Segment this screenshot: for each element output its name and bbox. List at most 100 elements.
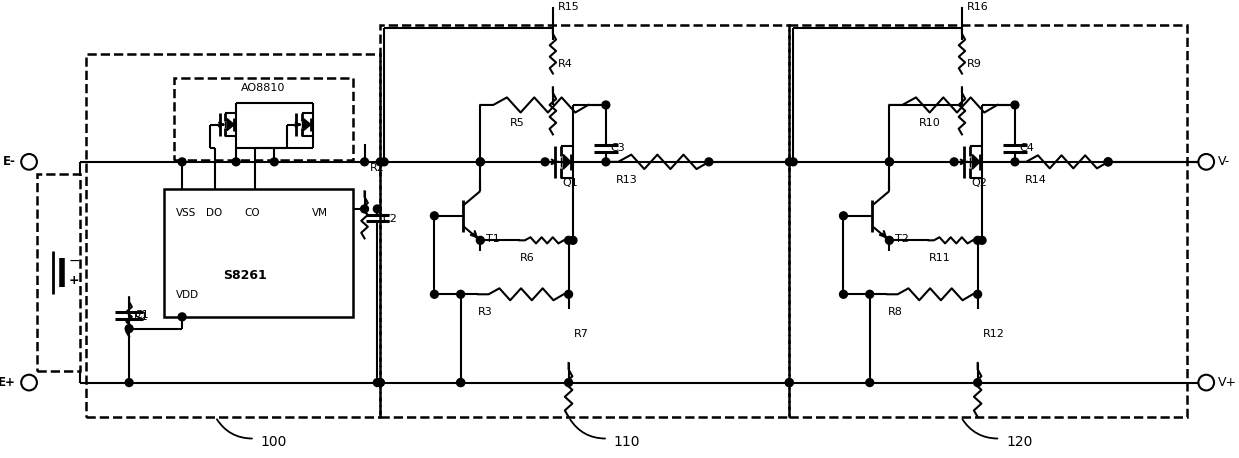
Circle shape — [786, 379, 793, 387]
Circle shape — [978, 236, 986, 244]
Text: 120: 120 — [1006, 436, 1032, 449]
Circle shape — [21, 154, 37, 170]
Text: CO: CO — [245, 208, 260, 218]
Text: R5: R5 — [509, 118, 524, 128]
Circle shape — [476, 158, 484, 166]
Circle shape — [361, 158, 368, 166]
Text: R4: R4 — [558, 59, 572, 69]
Circle shape — [457, 379, 465, 387]
Text: T2: T2 — [895, 234, 909, 244]
Text: R14: R14 — [1025, 174, 1047, 185]
Circle shape — [373, 205, 382, 213]
Text: VM: VM — [311, 208, 327, 218]
Text: C4: C4 — [1020, 143, 1035, 153]
Circle shape — [380, 158, 388, 166]
FancyBboxPatch shape — [165, 189, 353, 317]
Circle shape — [541, 158, 549, 166]
Circle shape — [125, 325, 133, 333]
Circle shape — [361, 205, 368, 213]
Circle shape — [565, 236, 572, 244]
FancyBboxPatch shape — [37, 174, 81, 371]
Text: R2: R2 — [369, 163, 384, 173]
Circle shape — [476, 158, 484, 166]
Circle shape — [565, 379, 572, 387]
Circle shape — [178, 313, 186, 321]
Circle shape — [1198, 154, 1214, 170]
Circle shape — [840, 290, 847, 298]
Circle shape — [789, 158, 797, 166]
Text: C2: C2 — [382, 214, 396, 224]
Text: V-: V- — [1218, 155, 1230, 169]
Text: Q1: Q1 — [563, 178, 579, 187]
Circle shape — [565, 290, 572, 298]
Circle shape — [377, 379, 384, 387]
Circle shape — [270, 158, 279, 166]
Text: T1: T1 — [486, 234, 499, 244]
Text: 100: 100 — [260, 436, 287, 449]
Circle shape — [430, 290, 439, 298]
Circle shape — [705, 158, 712, 166]
Circle shape — [457, 290, 465, 298]
Text: R10: R10 — [919, 118, 940, 128]
Polygon shape — [564, 154, 571, 169]
Text: R16: R16 — [966, 2, 989, 12]
Text: VSS: VSS — [176, 208, 197, 218]
Circle shape — [1011, 158, 1018, 166]
Circle shape — [786, 158, 793, 166]
Circle shape — [476, 236, 484, 244]
Circle shape — [232, 158, 240, 166]
Text: +: + — [68, 274, 79, 287]
Circle shape — [1104, 158, 1113, 166]
Circle shape — [377, 158, 384, 166]
FancyBboxPatch shape — [175, 78, 353, 160]
Circle shape — [974, 379, 981, 387]
Circle shape — [1104, 158, 1113, 166]
Circle shape — [866, 290, 873, 298]
Polygon shape — [227, 119, 234, 131]
Text: R6: R6 — [519, 253, 534, 263]
Circle shape — [457, 379, 465, 387]
Circle shape — [377, 379, 384, 387]
Polygon shape — [973, 154, 980, 169]
Circle shape — [974, 236, 981, 244]
Text: Q2: Q2 — [971, 178, 987, 187]
Text: R11: R11 — [928, 253, 950, 263]
Text: R3: R3 — [478, 307, 493, 317]
Circle shape — [886, 158, 893, 166]
Polygon shape — [304, 119, 311, 131]
Circle shape — [21, 375, 37, 390]
Circle shape — [373, 379, 382, 387]
Circle shape — [886, 158, 893, 166]
Circle shape — [866, 379, 873, 387]
Text: V+: V+ — [1218, 376, 1237, 389]
Text: C3: C3 — [611, 143, 626, 153]
Text: S8261: S8261 — [223, 269, 266, 282]
Circle shape — [430, 212, 439, 220]
Text: R15: R15 — [558, 2, 580, 12]
Circle shape — [974, 290, 981, 298]
Text: E-: E- — [2, 155, 15, 169]
Circle shape — [178, 158, 186, 166]
Text: DO: DO — [206, 208, 222, 218]
Text: R1: R1 — [134, 312, 149, 322]
Text: R7: R7 — [574, 328, 589, 338]
Circle shape — [569, 236, 577, 244]
Circle shape — [950, 158, 958, 166]
Circle shape — [125, 379, 133, 387]
Circle shape — [786, 379, 793, 387]
Circle shape — [840, 212, 847, 220]
Circle shape — [886, 236, 893, 244]
Text: C1: C1 — [134, 310, 149, 320]
Text: 110: 110 — [613, 436, 641, 449]
Text: E+: E+ — [0, 376, 15, 389]
Circle shape — [602, 101, 610, 109]
Circle shape — [602, 158, 610, 166]
Circle shape — [1198, 375, 1214, 390]
Text: VDD: VDD — [176, 290, 199, 300]
Text: −: − — [68, 254, 81, 268]
Circle shape — [1011, 101, 1018, 109]
Text: AO8810: AO8810 — [242, 83, 286, 93]
Text: R9: R9 — [966, 59, 981, 69]
Text: R13: R13 — [616, 174, 637, 185]
Text: R8: R8 — [887, 307, 902, 317]
